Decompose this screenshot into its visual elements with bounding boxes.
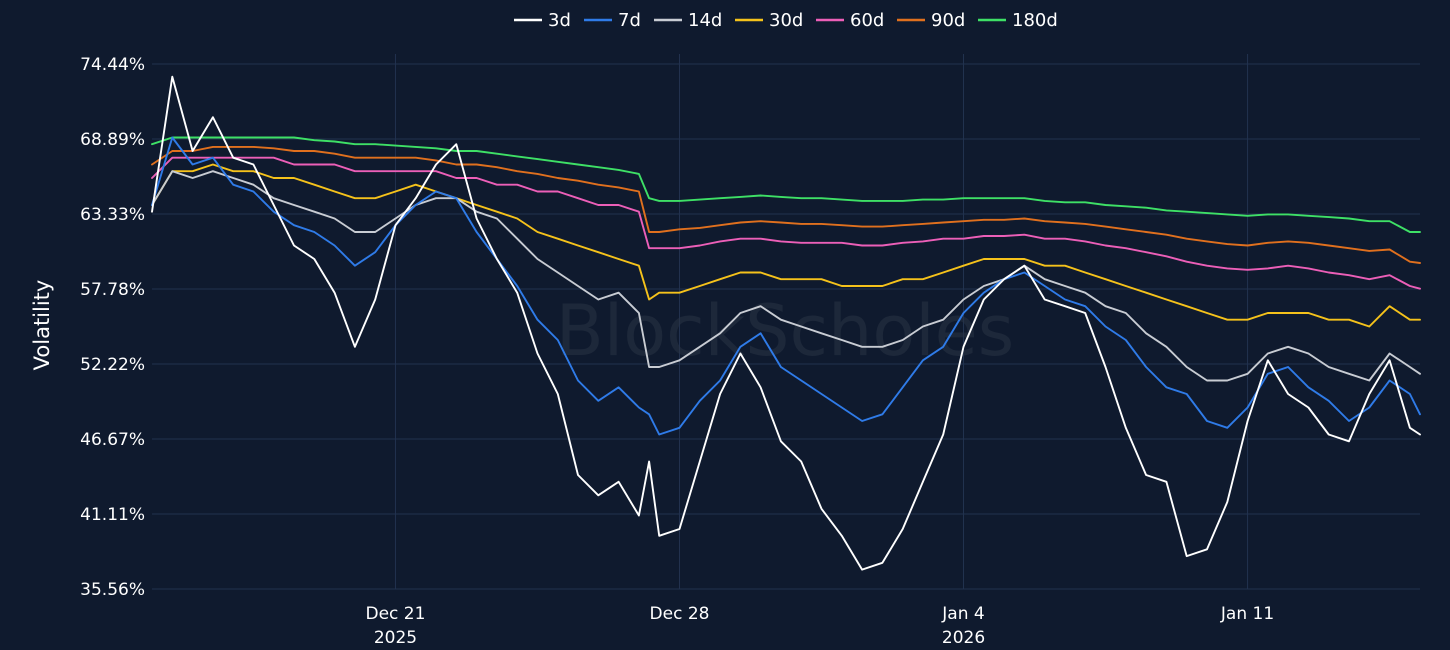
- legend-item-60d[interactable]: 60d: [816, 10, 884, 31]
- x-tick-year-label: 2026: [942, 628, 985, 648]
- legend-label: 90d: [931, 10, 965, 31]
- legend-item-3d[interactable]: 3d: [514, 10, 571, 31]
- legend-label: 30d: [769, 10, 803, 31]
- y-axis-title: Volatility: [30, 280, 54, 371]
- y-tick-label: 46.67%: [80, 430, 145, 450]
- y-tick-label: 74.44%: [80, 55, 145, 75]
- series-line-14d: [151, 170, 1421, 382]
- x-tick-label: Dec 28: [650, 604, 710, 624]
- legend-item-14d[interactable]: 14d: [654, 10, 722, 31]
- x-tick-label: Jan 11: [1220, 604, 1274, 624]
- watermark-logo: BlockScholes: [556, 290, 1014, 372]
- grid: [152, 54, 1420, 590]
- x-axis: Dec 21 2025 Dec 28 Jan 4 2026 Jan 11: [365, 604, 1274, 648]
- series-line-30d: [151, 163, 1421, 328]
- x-tick-year-label: 2025: [374, 628, 417, 648]
- legend-label: 60d: [850, 10, 884, 31]
- legend-item-30d[interactable]: 30d: [735, 10, 803, 31]
- legend[interactable]: 3d 7d 14d 30d 60d 90d 180d: [514, 10, 1058, 31]
- legend-label: 180d: [1012, 10, 1058, 31]
- legend-item-180d[interactable]: 180d: [978, 10, 1058, 31]
- y-tick-label: 41.11%: [80, 505, 145, 525]
- y-tick-label: 68.89%: [80, 130, 145, 150]
- y-tick-label: 57.78%: [80, 280, 145, 300]
- legend-item-90d[interactable]: 90d: [897, 10, 965, 31]
- series-line-60d: [151, 156, 1421, 290]
- y-tick-label: 63.33%: [80, 205, 145, 225]
- legend-label: 7d: [618, 10, 641, 31]
- y-axis: 74.44% 68.89% 63.33% 57.78% 52.22% 46.67% 41.1…: [80, 55, 145, 600]
- legend-label: 3d: [548, 10, 571, 31]
- legend-item-7d[interactable]: 7d: [584, 10, 641, 31]
- legend-label: 14d: [688, 10, 722, 31]
- series-line-3d: [151, 75, 1421, 571]
- y-tick-label: 35.56%: [80, 580, 145, 600]
- series-line-180d: [151, 136, 1421, 233]
- series-line-90d: [151, 145, 1421, 264]
- series-line-7d: [151, 136, 1421, 436]
- series-lines: [151, 75, 1421, 571]
- x-tick-label: Dec 21: [365, 604, 425, 624]
- y-tick-label: 52.22%: [80, 355, 145, 375]
- x-tick-label: Jan 4: [941, 604, 984, 624]
